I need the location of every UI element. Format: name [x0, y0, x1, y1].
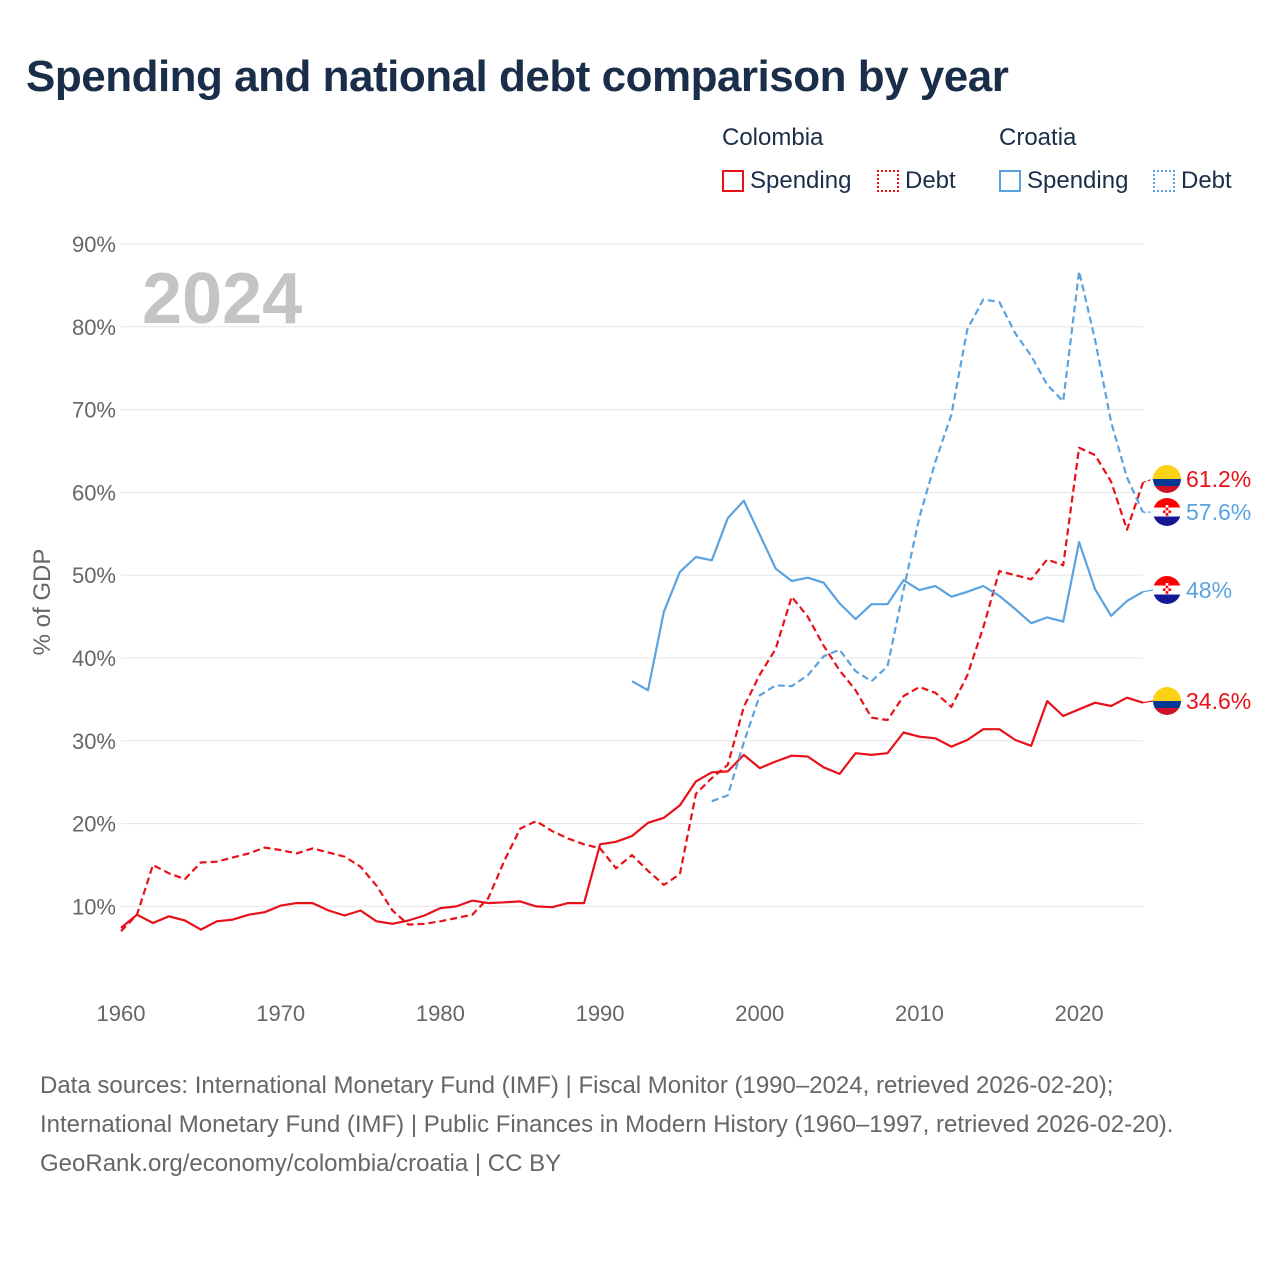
end-value-label: 48% [1186, 577, 1232, 603]
legend-item-croatia-spending[interactable]: Spending [999, 167, 1128, 195]
colombia-debt-line[interactable] [120, 446, 1145, 932]
y-tick-label: 80% [72, 315, 116, 340]
croatia-spending-line[interactable] [631, 499, 1144, 692]
legend-heading-croatia: Croatia [999, 124, 1077, 151]
colombia-flag-icon [1153, 687, 1181, 715]
y-tick-label: 70% [72, 398, 116, 423]
end-value-label: 34.6% [1186, 688, 1251, 714]
grid-lines [121, 243, 1143, 907]
x-axis-ticks: 1960 1970 1980 1990 2000 2010 2020 [97, 1001, 1104, 1026]
end-connector [1142, 700, 1154, 704]
y-tick-label: 60% [72, 480, 116, 505]
y-tick-label: 90% [72, 232, 116, 257]
end-value-label: 57.6% [1186, 499, 1251, 525]
y-tick-label: 10% [72, 894, 116, 919]
croatia-debt-line[interactable] [711, 270, 1144, 803]
y-tick-label: 40% [72, 646, 116, 671]
colombia-spending-line[interactable] [120, 696, 1144, 931]
x-tick-label: 1960 [97, 1001, 146, 1026]
legend-heading-colombia: Colombia [722, 124, 824, 151]
legend-swatch-solid [722, 170, 744, 192]
y-tick-label: 20% [72, 812, 116, 837]
x-tick-label: 2000 [735, 1001, 784, 1026]
x-tick-label: 1970 [256, 1001, 305, 1026]
footer: Data sources: International Monetary Fun… [40, 1066, 1240, 1183]
attribution: GeoRank.org/economy/colombia/croatia | C… [40, 1150, 562, 1177]
data-sources: Data sources: International Monetary Fun… [40, 1072, 1174, 1138]
legend-label: Debt [905, 167, 956, 194]
end-connector [1142, 478, 1154, 484]
chart-title: Spending and national debt comparison by… [26, 52, 1009, 101]
y-axis-ticks: 10% 20% 30% 40% 50% 60% 70% 80% 90% [72, 232, 116, 919]
series-lines [120, 270, 1145, 932]
y-axis-label: % of GDP [29, 549, 56, 656]
end-markers: 34.6% 61.2% 48% 57.6% [1142, 465, 1251, 715]
x-tick-label: 2010 [895, 1001, 944, 1026]
year-watermark: 2024 [142, 259, 302, 339]
legend-swatch-dotted [1153, 170, 1175, 192]
end-connector [1142, 589, 1154, 593]
y-tick-label: 30% [72, 729, 116, 754]
legend-item-colombia-spending[interactable]: Spending [722, 167, 851, 195]
croatia-flag-icon [1153, 498, 1181, 526]
legend-item-croatia-debt[interactable]: Debt [1153, 167, 1232, 195]
x-tick-label: 1990 [576, 1001, 625, 1026]
colombia-flag-icon [1153, 465, 1181, 493]
legend-label: Spending [750, 167, 852, 194]
legend-label: Debt [1181, 167, 1232, 194]
legend-item-colombia-debt[interactable]: Debt [877, 167, 956, 195]
croatia-flag-icon [1153, 576, 1181, 604]
legend-swatch-dotted [877, 170, 899, 192]
y-tick-label: 50% [72, 563, 116, 588]
chart-plot: 10% 20% 30% 40% 50% 60% 70% 80% 90% 1960 1970 1980… [29, 232, 1251, 1026]
x-tick-label: 2020 [1055, 1001, 1104, 1026]
end-value-label: 61.2% [1186, 466, 1251, 492]
legend-swatch-solid [999, 170, 1021, 192]
legend-label: Spending [1027, 167, 1129, 194]
x-tick-label: 1980 [416, 1001, 465, 1026]
